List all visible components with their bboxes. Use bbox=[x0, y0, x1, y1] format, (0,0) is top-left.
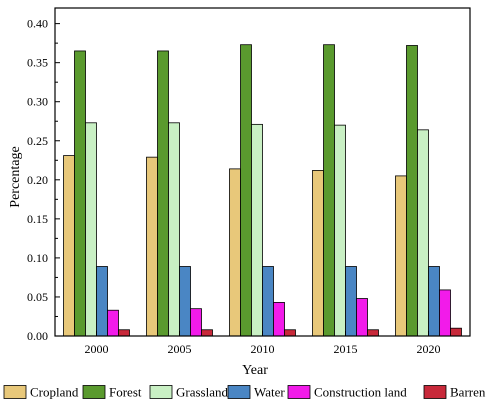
bar bbox=[262, 266, 274, 337]
bar bbox=[107, 309, 119, 337]
bar bbox=[168, 122, 180, 337]
series-barren bbox=[118, 327, 462, 337]
bar bbox=[417, 129, 429, 337]
x-tick-label: 2010 bbox=[251, 342, 275, 356]
y-tick-label: 0.20 bbox=[27, 173, 48, 187]
y-tick-label: 0.00 bbox=[27, 329, 48, 343]
bar bbox=[428, 266, 440, 337]
series-forest bbox=[74, 44, 418, 337]
bar bbox=[450, 327, 462, 337]
series-grassland bbox=[85, 122, 429, 337]
bar bbox=[146, 156, 158, 337]
bar bbox=[273, 302, 285, 337]
y-tick-label: 0.05 bbox=[27, 290, 48, 304]
legend-item: Barren bbox=[423, 385, 486, 400]
bar bbox=[406, 45, 418, 337]
y-tick-label: 0.40 bbox=[27, 17, 48, 31]
legend-swatch bbox=[149, 385, 173, 399]
x-tick-label: 2020 bbox=[417, 342, 441, 356]
series-water bbox=[96, 266, 440, 337]
legend-item: Water bbox=[227, 385, 285, 400]
bar bbox=[179, 266, 191, 337]
bar bbox=[334, 124, 346, 337]
plot-area bbox=[63, 44, 462, 337]
legend-label: Forest bbox=[109, 385, 142, 400]
legend-swatch bbox=[287, 385, 311, 399]
bar bbox=[284, 329, 296, 337]
legend-label: Construction land bbox=[314, 385, 407, 400]
legend-item: Cropland bbox=[3, 385, 79, 400]
x-tick-label: 2000 bbox=[85, 342, 109, 356]
bar bbox=[201, 329, 213, 337]
bar bbox=[395, 175, 407, 337]
axes: 0.00 0.05 0.10 0.15 0.20 0.25 0.30 0.35 0.40 2000… bbox=[27, 7, 471, 356]
legend-swatch bbox=[82, 385, 106, 399]
y-tick-label: 0.10 bbox=[27, 251, 48, 265]
bar bbox=[312, 170, 324, 337]
bar bbox=[96, 266, 108, 337]
x-axis-title: Year bbox=[242, 363, 268, 378]
bar bbox=[118, 329, 130, 337]
legend: Cropland Forest Grassland Water Construction… bbox=[3, 385, 486, 400]
bar bbox=[439, 289, 451, 337]
legend-swatch bbox=[227, 385, 251, 399]
y-tick-label: 0.30 bbox=[27, 95, 48, 109]
legend-label: Cropland bbox=[30, 385, 79, 400]
legend-label: Grassland bbox=[176, 385, 228, 400]
bar bbox=[323, 44, 335, 337]
bar bbox=[157, 50, 169, 337]
bar bbox=[63, 155, 75, 337]
bar bbox=[240, 44, 252, 337]
legend-label: Water bbox=[254, 385, 285, 400]
x-tick-label: 2015 bbox=[334, 342, 358, 356]
bar bbox=[356, 298, 368, 337]
y-tick-label: 0.35 bbox=[27, 56, 48, 70]
legend-swatch bbox=[423, 385, 447, 399]
bar bbox=[367, 329, 379, 337]
bar bbox=[74, 50, 86, 337]
bar bbox=[229, 168, 241, 337]
legend-item: Construction land bbox=[287, 385, 407, 400]
legend-swatch bbox=[3, 385, 27, 399]
legend-label: Barren bbox=[450, 385, 486, 400]
legend-item: Forest bbox=[82, 385, 142, 400]
x-tick-label: 2005 bbox=[168, 342, 192, 356]
y-tick-label: 0.25 bbox=[27, 134, 48, 148]
y-axis-title: Percentage bbox=[8, 146, 23, 207]
bar bbox=[190, 308, 202, 337]
bar bbox=[345, 266, 357, 337]
legend-item: Grassland bbox=[149, 385, 228, 400]
series-cropland bbox=[63, 155, 407, 337]
y-tick-label: 0.15 bbox=[27, 212, 48, 226]
bar bbox=[251, 123, 263, 337]
bar bbox=[85, 122, 97, 337]
